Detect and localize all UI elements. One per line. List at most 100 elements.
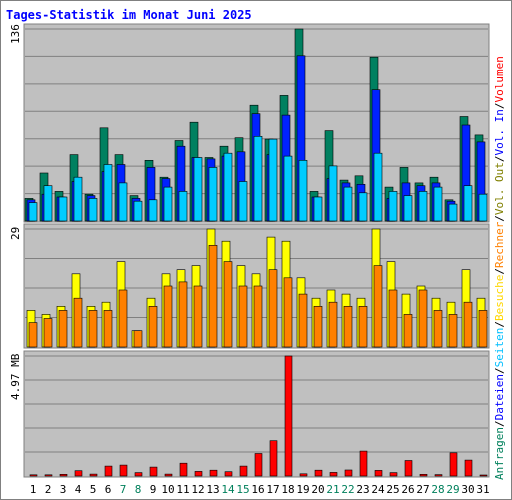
x-tick-label: 29 [446, 483, 459, 496]
x-tick-label: 1 [30, 483, 37, 496]
bar-rechner [343, 305, 353, 348]
right-legend-separator: / [493, 102, 506, 109]
bar-rechner [163, 285, 173, 348]
bar-seiten [373, 152, 383, 222]
right-legend-besuche: Besuche [493, 275, 506, 321]
x-tick-label: 30 [461, 483, 474, 496]
bar-rechner [313, 305, 323, 348]
bar-seiten [463, 185, 473, 222]
x-tick-label: 14 [221, 483, 235, 496]
bar-seiten [133, 200, 143, 222]
bar-rechner [418, 289, 428, 348]
right-legend-anfragen: Anfragen [493, 427, 506, 480]
bar-seiten [268, 138, 278, 222]
bar-volumen [389, 472, 398, 477]
right-legend-separator: / [493, 268, 506, 275]
bar-rechner [193, 285, 203, 348]
bar-volumen [134, 472, 143, 477]
bar-rechner [118, 289, 128, 348]
x-tick-label: 21 [326, 483, 339, 496]
bar-volumen [59, 473, 68, 477]
bar-volumen [209, 469, 218, 477]
x-tick-label: 22 [341, 483, 354, 496]
bar-rechner [28, 322, 38, 348]
right-legend-separator: / [493, 321, 506, 328]
x-tick-label: 25 [386, 483, 399, 496]
x-tick-label: 2 [45, 483, 52, 496]
bar-rechner [328, 301, 338, 348]
chart-title: Tages-Statistik im Monat Juni 2025 [6, 8, 252, 22]
bar-volumen [374, 470, 383, 477]
bar-rechner [73, 297, 83, 348]
right-legend-separator: / [493, 215, 506, 222]
bar-seiten [313, 196, 323, 222]
bar-rechner [478, 310, 488, 348]
bar-seiten [298, 160, 308, 222]
bar-volumen [464, 459, 473, 477]
bars [24, 28, 488, 477]
bar-seiten [58, 196, 68, 222]
bottom-max-label: 4.97 MB [9, 353, 22, 400]
bar-seiten [238, 181, 248, 222]
bar-volumen [89, 473, 98, 477]
bar-rechner [253, 285, 263, 348]
bar-volumen [29, 474, 38, 477]
x-tick-label: 8 [135, 483, 142, 496]
x-axis-labels: 1 2 3 4 5 6 7 8 9 10 11 12 13 14 15 16 17 18 19 20 21 22 23 24 2… [30, 483, 490, 496]
right-legend-separator: / [493, 420, 506, 427]
bar-seiten [448, 203, 458, 222]
bar-rechner [133, 330, 143, 348]
bar-volumen [194, 471, 203, 477]
bar-seiten [388, 191, 398, 222]
bar-volumen [179, 462, 188, 477]
bar-volumen [404, 460, 413, 477]
bar-seiten [343, 186, 353, 222]
bar-rechner [178, 281, 188, 348]
right-legend-separator: / [493, 367, 506, 374]
bar-rechner [238, 285, 248, 348]
bar-volumen [434, 474, 443, 477]
bar-rechner [223, 261, 233, 348]
bar-rechner [88, 310, 98, 348]
bar-volumen [149, 466, 158, 477]
middle-max-label: 29 [9, 227, 22, 240]
bar-seiten [328, 165, 338, 222]
bar-seiten [223, 152, 233, 222]
bar-rechner [103, 310, 113, 348]
x-tick-label: 12 [191, 483, 204, 496]
bar-seiten [283, 155, 293, 222]
x-tick-label: 31 [476, 483, 489, 496]
bar-volumen [269, 440, 278, 477]
bar-volumen [359, 450, 368, 477]
right-legend-vol-out: Vol. Out [493, 162, 506, 215]
x-tick-label: 24 [371, 483, 385, 496]
bar-seiten [118, 182, 128, 222]
bar-volumen [284, 355, 293, 477]
bar-volumen [254, 453, 263, 477]
bar-volumen [239, 465, 248, 477]
bar-volumen [479, 474, 488, 477]
x-tick-label: 20 [311, 483, 324, 496]
bar-seiten [403, 195, 413, 222]
bar-rechner [388, 289, 398, 348]
right-legend: Anfragen/Dateien/Seiten/Besuche/Rechner/… [493, 56, 506, 480]
bar-rechner [148, 305, 158, 348]
bar-rechner [403, 314, 413, 348]
bar-rechner [58, 310, 68, 348]
x-tick-label: 4 [75, 483, 82, 496]
right-legend-separator: / [493, 155, 506, 162]
bar-seiten [148, 199, 158, 222]
bar-seiten [433, 186, 443, 222]
x-tick-label: 10 [161, 483, 174, 496]
x-tick-label: 13 [206, 483, 219, 496]
bar-seiten [193, 157, 203, 222]
bar-volumen [44, 474, 53, 477]
x-tick-label: 19 [296, 483, 309, 496]
bar-rechner [448, 314, 458, 348]
bar-rechner [433, 310, 443, 348]
right-legend-seiten: Seiten [493, 328, 506, 368]
x-tick-label: 5 [90, 483, 97, 496]
bar-rechner [268, 269, 278, 348]
x-tick-label: 28 [431, 483, 444, 496]
